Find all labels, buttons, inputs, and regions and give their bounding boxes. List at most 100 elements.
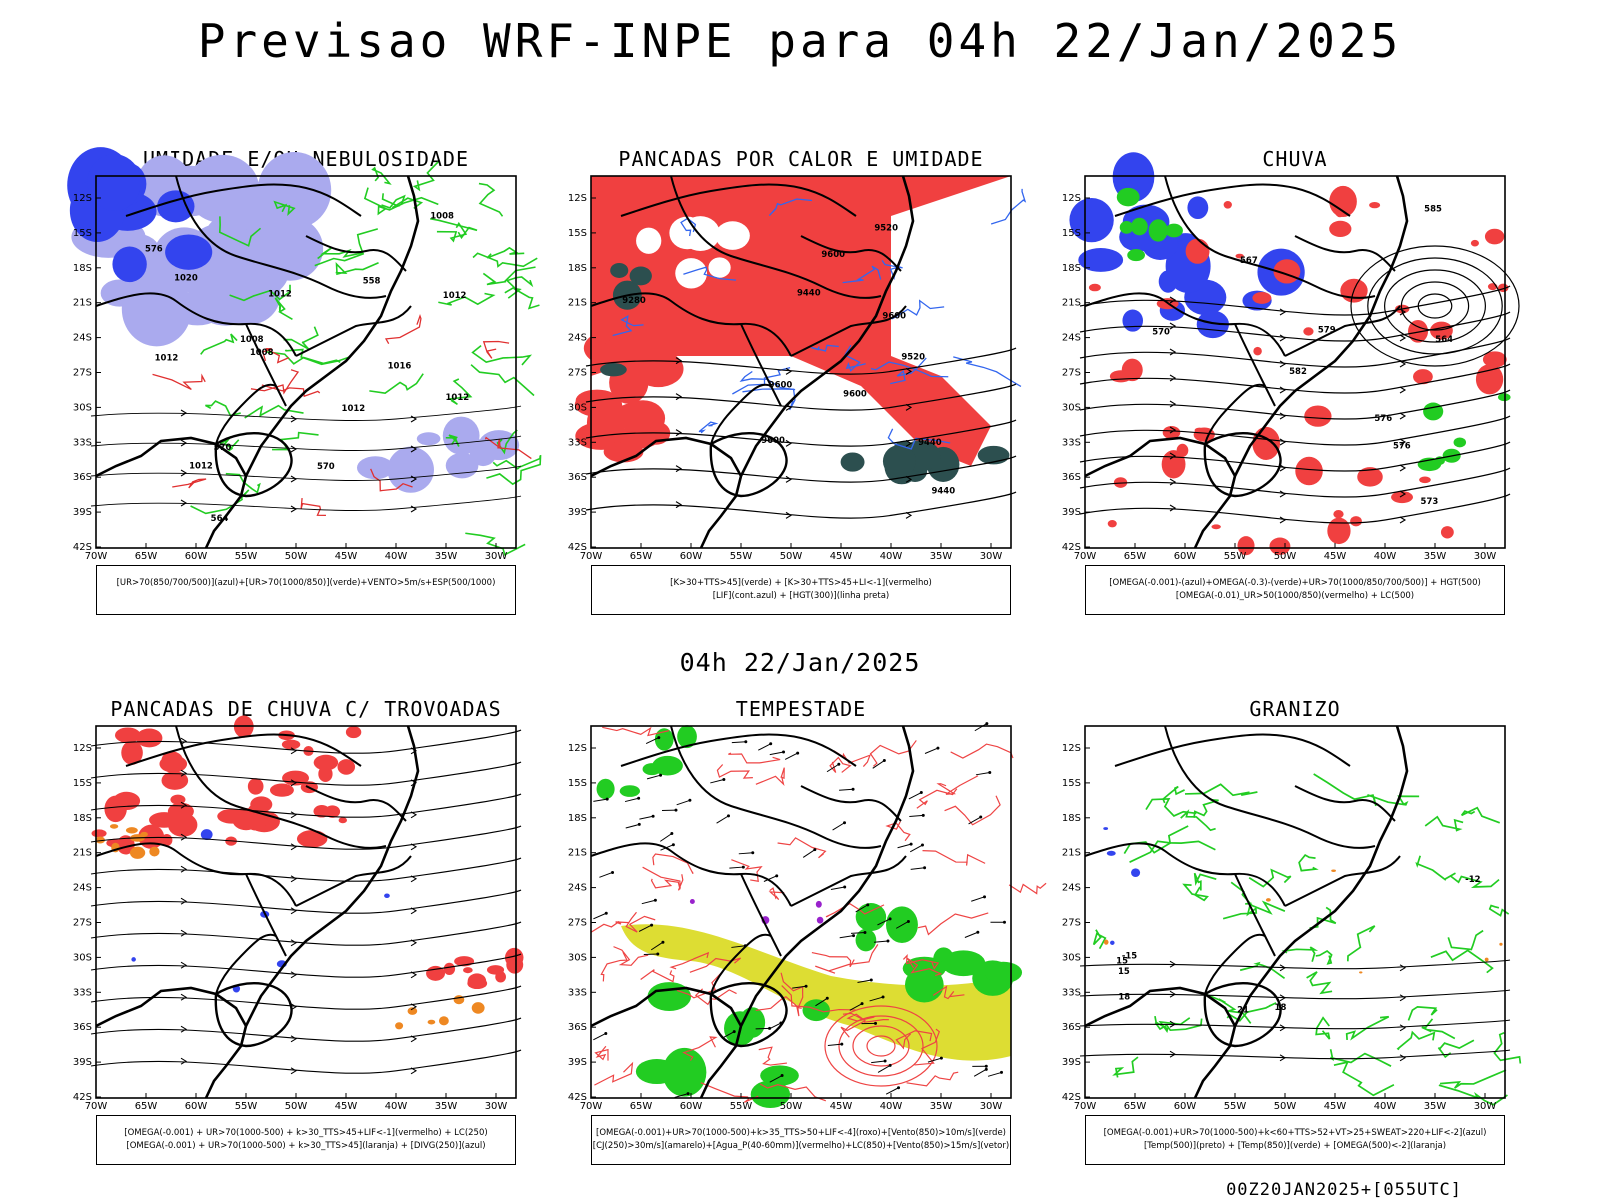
lon-tick-label: 35W xyxy=(930,551,953,562)
lifted-index-contour xyxy=(739,370,796,391)
temp850-contour xyxy=(1396,1030,1436,1051)
lon-tick-label: 60W xyxy=(680,1101,703,1112)
rain-area xyxy=(1482,351,1507,368)
wind250-streamline-arrow xyxy=(180,1057,188,1065)
wind250-streamline-arrow xyxy=(180,769,188,777)
wind-vector xyxy=(710,779,725,784)
temp500-contour-arrow xyxy=(1279,1054,1287,1062)
hgt500-streamline xyxy=(1079,467,1511,498)
hgt500-streamline-arrow xyxy=(1399,464,1407,472)
temp850-contour xyxy=(1298,853,1319,872)
precipitable-water-contour xyxy=(650,878,681,890)
wind-vector xyxy=(802,849,816,858)
wind-streamline-arrow xyxy=(410,505,418,513)
legend-line: [OMEGA(-0.001)-(azul)+OMEGA(-0.3)-(verde… xyxy=(1109,578,1481,588)
country-border xyxy=(125,733,362,767)
humidity-low-contour xyxy=(507,287,540,310)
divergence-area xyxy=(131,957,136,962)
rain-area xyxy=(1304,405,1332,427)
hgt500-streamline-arrow xyxy=(1169,296,1177,304)
humidity-low-contour xyxy=(225,472,261,494)
humidity-low-contour xyxy=(445,434,460,447)
contour-label: 1012 xyxy=(268,289,292,299)
lon-tick-label: 30W xyxy=(485,551,508,562)
lon-tick-label: 55W xyxy=(235,551,258,562)
wind250-streamline xyxy=(90,1017,522,1042)
lat-tick-label: 36S xyxy=(1062,1022,1081,1033)
wind-vector xyxy=(832,822,845,831)
temp850-contour xyxy=(1193,872,1217,891)
lat-tick-label: 36S xyxy=(568,1022,587,1033)
country-border xyxy=(295,305,412,357)
lifted-index-contour xyxy=(683,266,737,281)
wind850-area xyxy=(984,961,1023,984)
precipitable-water-contour xyxy=(840,1019,889,1038)
rain-area xyxy=(1252,426,1281,460)
contour-label: 1012 xyxy=(443,291,467,301)
wind-vector-head xyxy=(688,798,692,802)
contour-label: 9600 xyxy=(769,380,793,390)
lon-tick-label: 40W xyxy=(385,551,408,562)
country-border xyxy=(800,235,902,272)
valid-time-label: 04h 22/Jan/2025 xyxy=(679,648,921,677)
legend-line: [OMEGA(-0.001)+UR>70(1000-500)+k>35_TTS>… xyxy=(596,1128,1006,1138)
contour-label: 9600 xyxy=(821,250,845,260)
wind-vector-head xyxy=(888,917,892,921)
map-frame xyxy=(1084,175,1506,549)
omega500-area xyxy=(1359,971,1363,974)
lon-tick-label: 65W xyxy=(630,1101,653,1112)
precipitable-water-contour xyxy=(600,951,628,982)
country-border xyxy=(590,292,792,357)
contour-label: 9600 xyxy=(761,436,785,446)
wind-vector xyxy=(850,932,865,934)
thunderstorm-area xyxy=(345,726,362,739)
humidity-mid-area xyxy=(257,152,332,229)
temp500-contour-arrow xyxy=(1279,964,1287,972)
thunderstorm-area xyxy=(247,778,264,795)
thunderstorm-area xyxy=(296,830,328,848)
state-border xyxy=(709,982,788,1048)
temp850-contour xyxy=(1092,929,1107,950)
omega-strong-area xyxy=(1119,221,1134,234)
country-border xyxy=(790,305,907,357)
wind-vector-head xyxy=(909,842,913,846)
wind250-streamline-arrow xyxy=(180,801,188,809)
lat-tick-label: 21S xyxy=(568,298,587,309)
instability-area xyxy=(395,1022,404,1030)
humidity-high-area xyxy=(157,190,195,223)
omega-area xyxy=(1122,309,1144,332)
state-border xyxy=(709,432,788,498)
lat-tick-label: 15S xyxy=(73,778,92,789)
panel-title: PANCADAS POR CALOR E UMIDADE xyxy=(618,147,984,171)
legend-line: [K>30+TTS>45](verde) + [K>30+TTS>45+LI<-… xyxy=(670,578,932,588)
wind-vector xyxy=(830,886,845,890)
wind-vector-head xyxy=(984,1064,988,1068)
wind-vector-head xyxy=(840,1042,844,1046)
hgt500-streamline-arrow xyxy=(1169,426,1177,434)
country-border xyxy=(1164,725,1376,849)
lat-tick-label: 27S xyxy=(568,918,587,929)
wind250-streamline xyxy=(90,1049,522,1074)
rain-area xyxy=(1211,524,1221,530)
hgt300-contour-arrow xyxy=(785,511,793,519)
thunderstorm-area xyxy=(467,977,488,990)
lon-tick-label: 65W xyxy=(135,1101,158,1112)
panel-legend: [OMEGA(-0.001)-(azul)+OMEGA(-0.3)-(verde… xyxy=(1085,565,1505,615)
rain-area xyxy=(1470,239,1479,247)
precipitable-water-contour xyxy=(728,752,781,764)
wind-vector-head xyxy=(686,1092,690,1096)
humidity-low-contour xyxy=(429,217,478,240)
wind-vector xyxy=(769,1075,783,1083)
precipitable-water-contour xyxy=(932,985,965,1000)
precipitable-water-contour xyxy=(716,764,753,779)
lifted-index-contour xyxy=(810,344,839,352)
wind250-streamline xyxy=(90,857,522,882)
wind250-streamline-arrow xyxy=(410,843,418,851)
lat-tick-label: 39S xyxy=(73,507,92,518)
wind850-area xyxy=(855,928,877,952)
panel-title: GRANIZO xyxy=(1249,697,1341,721)
temp850-contour xyxy=(1248,868,1292,888)
lat-tick-label: 15S xyxy=(73,228,92,239)
wind-vector xyxy=(729,866,744,869)
precipitable-water-contour xyxy=(944,795,1001,826)
